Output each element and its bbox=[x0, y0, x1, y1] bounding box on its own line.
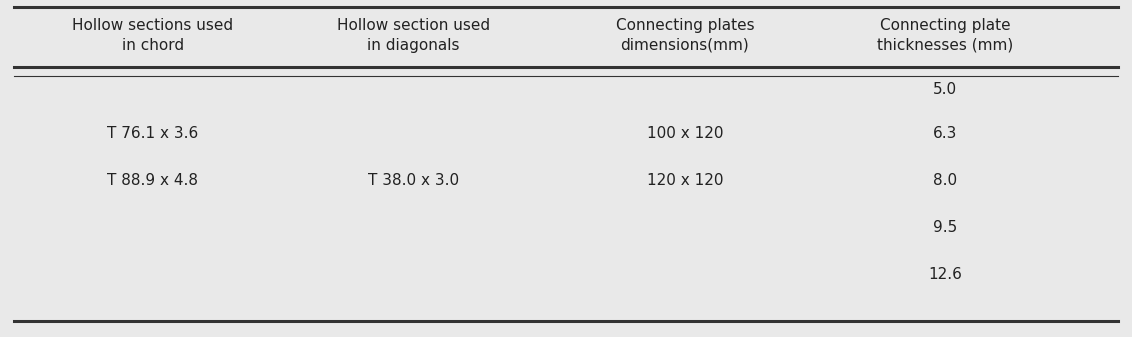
Text: 5.0: 5.0 bbox=[933, 82, 958, 97]
Text: 9.5: 9.5 bbox=[933, 220, 958, 235]
Text: 8.0: 8.0 bbox=[933, 173, 958, 188]
Text: T 38.0 x 3.0: T 38.0 x 3.0 bbox=[368, 173, 458, 188]
Text: T 76.1 x 3.6: T 76.1 x 3.6 bbox=[108, 126, 198, 141]
Text: Connecting plates
dimensions(mm): Connecting plates dimensions(mm) bbox=[616, 18, 754, 53]
Text: 120 x 120: 120 x 120 bbox=[646, 173, 723, 188]
Text: T 88.9 x 4.8: T 88.9 x 4.8 bbox=[108, 173, 198, 188]
Text: Connecting plate
thicknesses (mm): Connecting plate thicknesses (mm) bbox=[877, 18, 1013, 53]
Text: Hollow section used
in diagonals: Hollow section used in diagonals bbox=[336, 18, 490, 53]
Text: 100 x 120: 100 x 120 bbox=[646, 126, 723, 141]
Text: 12.6: 12.6 bbox=[928, 267, 962, 282]
Text: Hollow sections used
in chord: Hollow sections used in chord bbox=[72, 18, 233, 53]
Text: 6.3: 6.3 bbox=[933, 126, 958, 141]
